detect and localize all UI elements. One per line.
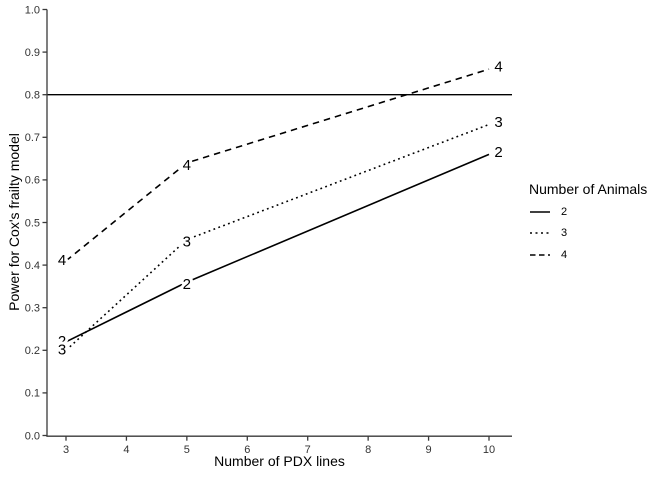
y-tick-label: 0.1	[25, 388, 40, 400]
y-tick-label: 0.4	[25, 260, 40, 272]
legend-entry-label: 2	[561, 205, 568, 218]
legend-swatch-solid-line-icon	[530, 210, 550, 213]
point-label-4-x3: 4	[58, 252, 66, 269]
x-tick-label: 10	[483, 444, 495, 456]
point-label-2-x10: 2	[494, 144, 502, 161]
x-tick-label: 4	[123, 444, 129, 456]
x-tick-label: 9	[426, 444, 432, 456]
series-line-2	[65, 153, 490, 343]
legend-entry-4: 4	[529, 244, 647, 266]
x-tick-label: 6	[244, 444, 250, 456]
point-label-3-x3: 3	[58, 341, 66, 358]
point-label-2-x5: 2	[183, 276, 191, 293]
y-tick-label: 0.0	[25, 430, 40, 442]
x-tick-label: 5	[184, 444, 190, 456]
x-tick-label: 3	[63, 444, 69, 456]
point-label-2-x3: 2	[58, 333, 66, 350]
y-tick-label: 0.7	[25, 132, 40, 144]
legend: Number of Animals 2 3 4	[529, 181, 647, 266]
y-tick-label: 0.2	[25, 345, 40, 357]
legend-entry-2: 2	[529, 201, 647, 223]
series-line-3	[65, 123, 490, 351]
legend-title: Number of Animals	[529, 181, 648, 197]
point-label-3-x5: 3	[183, 234, 191, 251]
legend-entries: 2 3 4	[529, 201, 647, 266]
y-tick-label: 0.5	[25, 217, 40, 229]
point-label-4-x5: 4	[183, 157, 191, 174]
legend-swatch-dotted-line-icon	[530, 232, 550, 235]
y-tick-label: 0.9	[25, 47, 40, 59]
legend-entry-3: 3	[529, 223, 647, 245]
point-label-4-x10: 4	[494, 59, 502, 76]
x-axis-title: Number of PDX lines	[214, 453, 345, 469]
legend-entry-label: 4	[561, 248, 568, 261]
point-label-3-x10: 3	[494, 114, 502, 131]
y-tick-label: 1.0	[25, 4, 40, 16]
y-tick-label: 0.8	[25, 90, 40, 102]
x-tick-label: 7	[305, 444, 311, 456]
legend-entry-label: 3	[561, 227, 568, 240]
series-line-4	[65, 68, 490, 262]
y-tick-label: 0.6	[25, 175, 40, 187]
y-axis-title: Power for Cox's frailty model	[6, 133, 22, 311]
legend-swatch-dashed-line-icon	[530, 253, 550, 256]
x-tick-label: 8	[365, 444, 371, 456]
y-tick-label: 0.3	[25, 303, 40, 315]
